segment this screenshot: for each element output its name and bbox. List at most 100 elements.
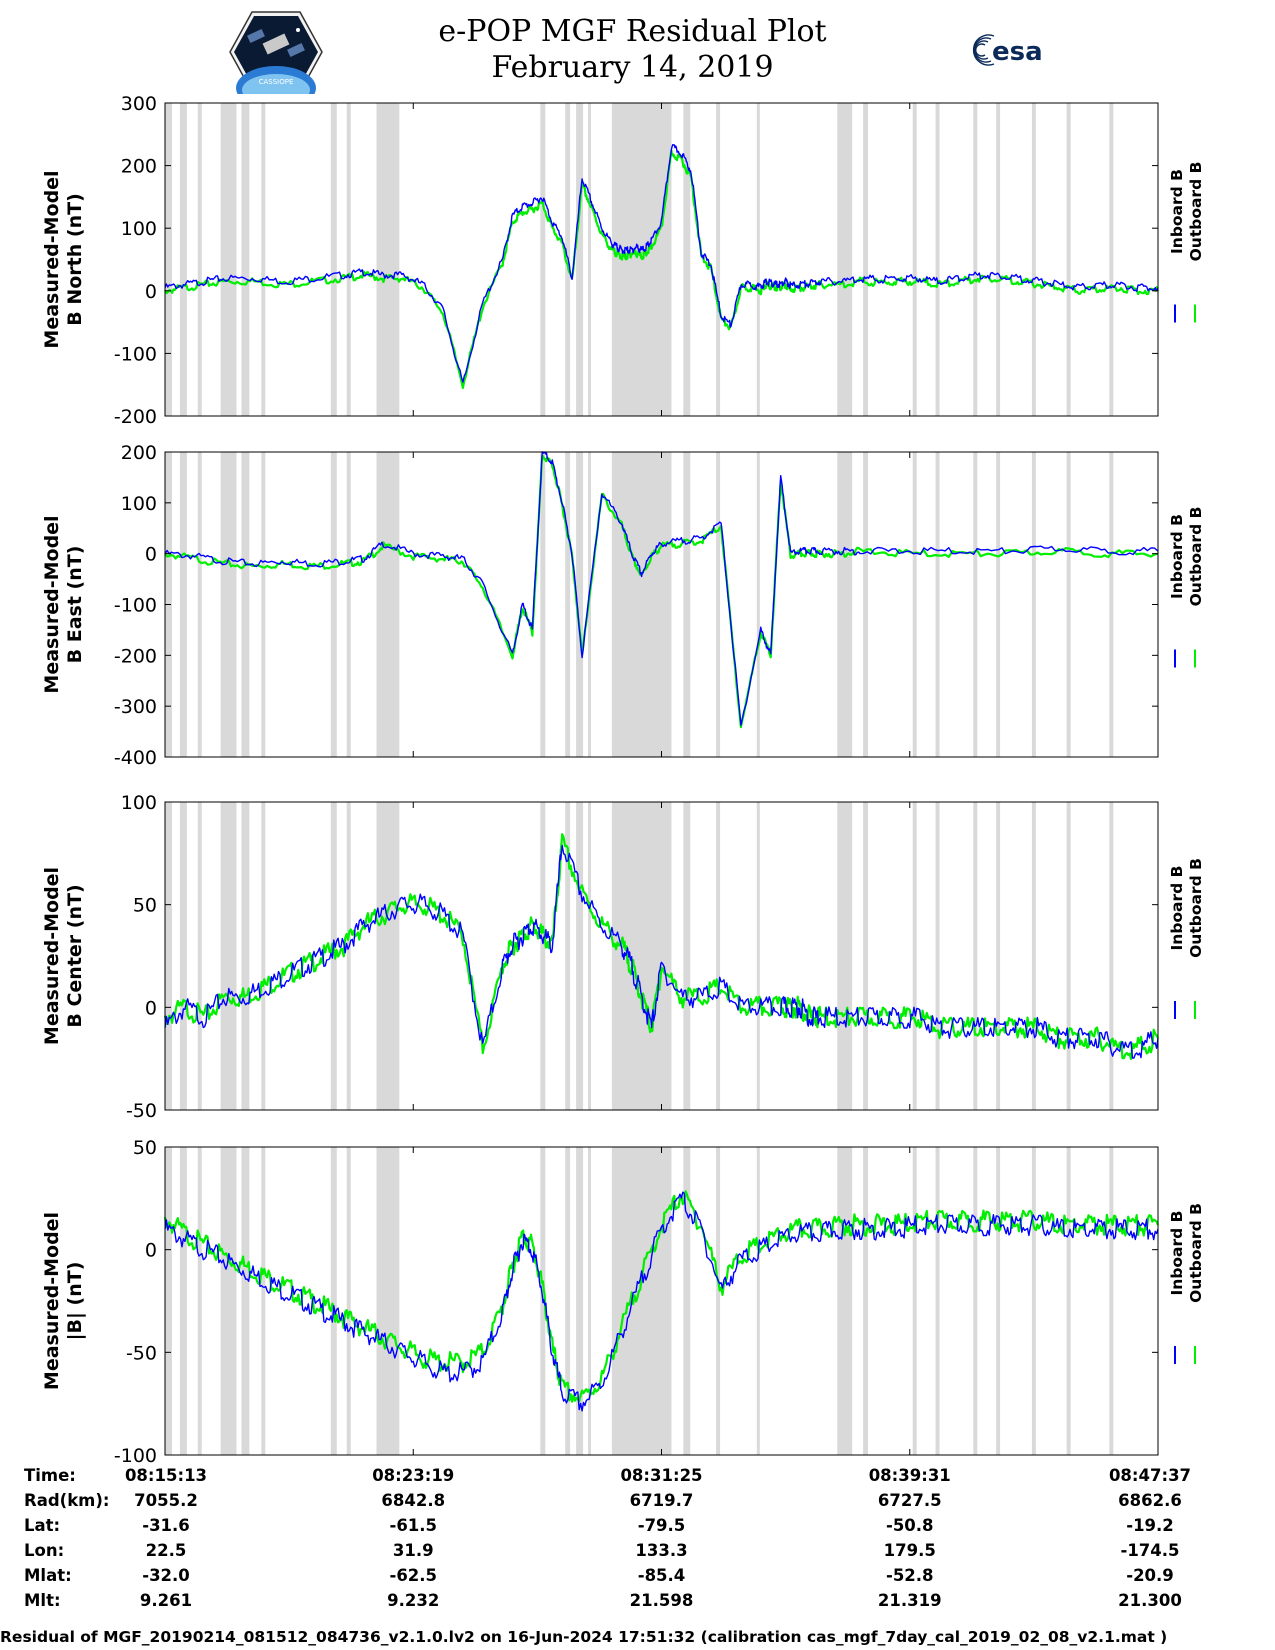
gap-band [611, 802, 672, 1110]
info-cell: 08:31:25 [620, 1466, 703, 1485]
gap-band [1066, 1147, 1071, 1455]
info-cell: -174.5 [1120, 1541, 1180, 1560]
gap-band [716, 1147, 721, 1455]
chart-title: e-POP MGF Residual Plot February 14, 201… [0, 14, 1275, 86]
gap-band [863, 802, 869, 1110]
gap-band [863, 1147, 869, 1455]
gap-band [716, 103, 721, 416]
gap-band [197, 1147, 202, 1455]
gap-band [197, 452, 202, 757]
gap-band [346, 103, 351, 416]
gap-band [996, 802, 1001, 1110]
gap-band [935, 452, 940, 757]
gap-band [716, 452, 721, 757]
gap-band [863, 452, 869, 757]
gap-band [588, 1147, 591, 1455]
info-cell: 179.5 [883, 1541, 936, 1560]
gap-band [346, 802, 351, 1110]
gap-band [376, 1147, 400, 1455]
gap-band [261, 103, 266, 416]
gap-band [220, 452, 237, 757]
title-line-2: February 14, 2019 [491, 50, 774, 85]
gap-band [1109, 452, 1114, 757]
y-tick-label: 50 [133, 1137, 157, 1159]
gap-band [837, 452, 853, 757]
gap-band [165, 103, 172, 416]
gap-band [996, 452, 1001, 757]
y-axis-label-line: B East (nT) [64, 546, 86, 664]
gap-band [576, 103, 584, 416]
gap-band [611, 452, 672, 757]
legend-inboard: Inboard B [1168, 514, 1186, 599]
info-cell: -85.4 [637, 1566, 686, 1585]
gap-band [683, 1147, 691, 1455]
esa-logo: esa [972, 34, 1043, 67]
y-tick-label: 100 [121, 792, 157, 814]
gap-band [1109, 103, 1114, 416]
gap-band [611, 1147, 672, 1455]
gap-band [540, 802, 546, 1110]
info-cell: -19.2 [1126, 1516, 1174, 1535]
y-axis-label-line: Measured-Model [41, 170, 63, 348]
gap-band [996, 1147, 1001, 1455]
legend: Inboard BOutboard B [1168, 1203, 1205, 1303]
y-axis-label-line: B Center (nT) [64, 884, 86, 1027]
y-tick-label: 200 [121, 442, 157, 464]
y-tick-label: 100 [121, 218, 157, 240]
y-axis-label: Measured-Model|B| (nT) [41, 1212, 86, 1390]
info-cell: -62.5 [389, 1566, 438, 1585]
series-line-inboard [164, 1191, 1159, 1412]
footer-caption: Residual of MGF_20190214_081512_084736_v… [0, 1628, 1168, 1646]
gap-band [756, 103, 760, 416]
gap-band [179, 802, 187, 1110]
gap-band [330, 103, 337, 416]
gap-band [241, 103, 250, 416]
info-cell: 08:47:37 [1108, 1466, 1192, 1485]
info-cell: 21.319 [877, 1591, 942, 1610]
info-cell: 6719.7 [629, 1491, 694, 1510]
info-row-label: Mlt: [24, 1591, 61, 1610]
y-tick-label: 300 [121, 93, 157, 115]
series-line-outboard [163, 833, 1159, 1061]
info-row-label: Lat: [24, 1516, 61, 1535]
gap-band [588, 103, 591, 416]
gap-band [220, 802, 237, 1110]
y-tick-label: 0 [145, 281, 157, 303]
gap-band [863, 103, 869, 416]
y-tick-label: -400 [114, 747, 157, 769]
gap-band [220, 1147, 237, 1455]
panel-1: 300 200 100 0 -100 -200 Measured-ModelB North … [41, 93, 1205, 428]
y-axis-label-line: Measured-Model [41, 515, 63, 693]
gap-band [683, 802, 691, 1110]
gap-band [1109, 802, 1114, 1110]
info-cell: 22.5 [145, 1541, 187, 1560]
gap-band [179, 103, 187, 416]
gap-band [376, 802, 400, 1110]
gap-band [973, 1147, 978, 1455]
legend: Inboard BOutboard B [1168, 858, 1205, 958]
legend-inboard: Inboard B [1168, 1211, 1186, 1296]
gap-band [540, 452, 546, 757]
gap-band [837, 103, 853, 416]
gap-band [1109, 1147, 1114, 1455]
info-cell: 7055.2 [134, 1491, 198, 1510]
info-cell: 9.232 [387, 1591, 440, 1610]
gap-band [261, 1147, 266, 1455]
gap-band [241, 452, 250, 757]
info-cell: -52.8 [885, 1566, 934, 1585]
y-tick-label: 0 [145, 1240, 157, 1262]
gap-band [540, 103, 546, 416]
gap-band [197, 802, 202, 1110]
info-cell: -50.8 [885, 1516, 934, 1535]
gap-band [220, 103, 237, 416]
gap-band [261, 802, 266, 1110]
y-axis-label: Measured-ModelB North (nT) [41, 170, 86, 348]
info-cell: 08:15:13 [124, 1466, 208, 1485]
gap-band [973, 452, 978, 757]
gap-band [165, 802, 172, 1110]
gap-band [261, 452, 266, 757]
info-cell: -31.6 [142, 1516, 190, 1535]
gap-band [683, 103, 691, 416]
info-cell: 31.9 [392, 1541, 434, 1560]
